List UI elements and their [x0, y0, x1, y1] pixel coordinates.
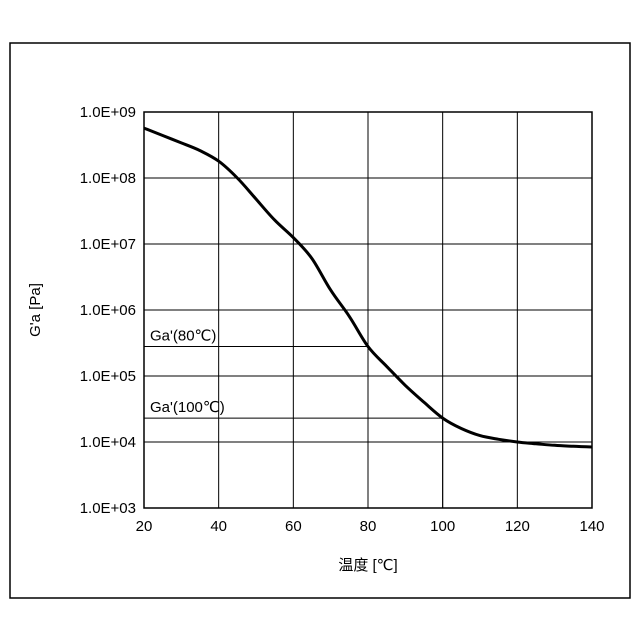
- x-tick-label: 60: [285, 518, 302, 535]
- annotation-label: Ga'(80℃): [150, 327, 216, 344]
- x-tick-label: 40: [210, 518, 227, 535]
- x-tick-label: 140: [579, 518, 604, 535]
- y-tick-label: 1.0E+03: [80, 500, 136, 517]
- y-tick-label: 1.0E+06: [80, 302, 136, 319]
- annotation-label: Ga'(100℃): [150, 399, 225, 416]
- y-axis-label: G'a [Pa]: [27, 283, 44, 337]
- y-tick-label: 1.0E+07: [80, 236, 136, 253]
- y-tick-label: 1.0E+08: [80, 170, 136, 187]
- x-tick-label: 80: [360, 518, 377, 535]
- y-tick-labels: 1.0E+03 1.0E+04 1.0E+05 1.0E+06 1.0E+07 1.0E+…: [80, 104, 136, 517]
- x-tick-label: 100: [430, 518, 455, 535]
- x-tick-labels: 20 40 60 80 100 120 140: [136, 518, 605, 535]
- x-tick-label: 120: [505, 518, 530, 535]
- y-tick-label: 1.0E+04: [80, 434, 136, 451]
- x-tick-label: 20: [136, 518, 153, 535]
- annotation-labels: Ga'(80℃) Ga'(100℃): [150, 327, 225, 416]
- x-axis-label: 温度 [℃]: [338, 557, 397, 574]
- y-tick-label: 1.0E+09: [80, 104, 136, 121]
- y-tick-label: 1.0E+05: [80, 368, 136, 385]
